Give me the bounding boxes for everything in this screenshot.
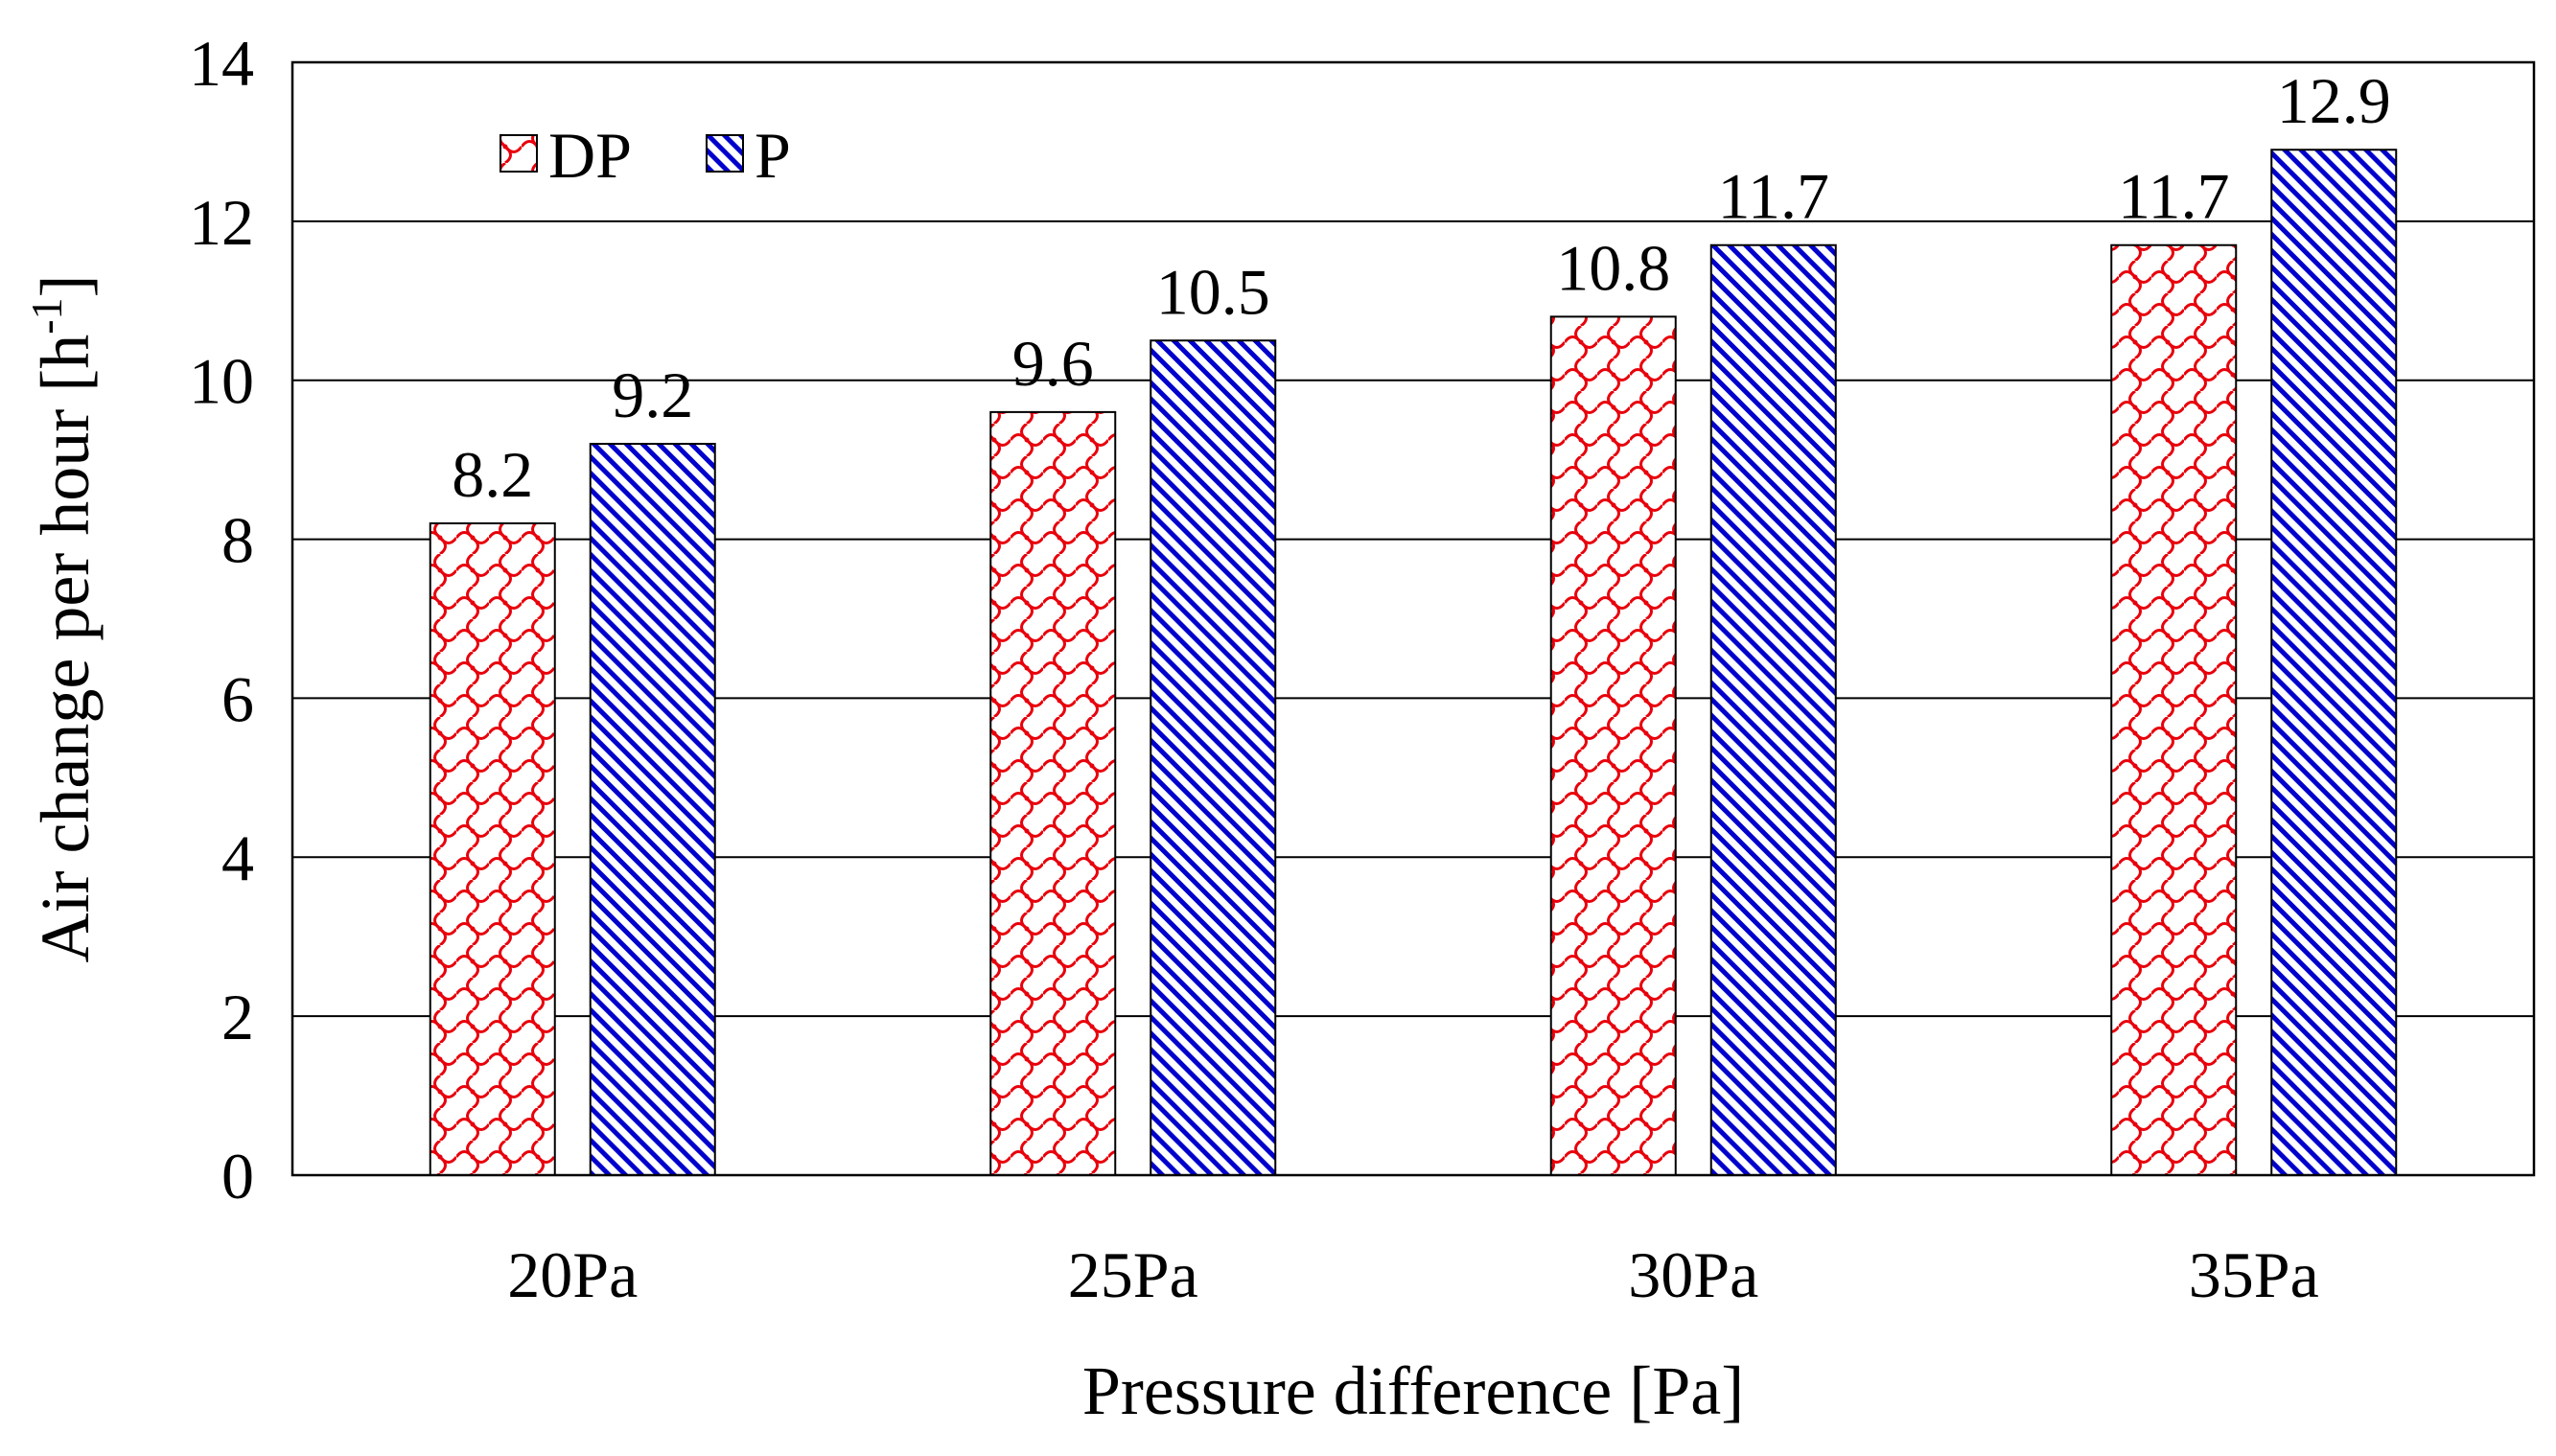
legend-swatch-p [706, 134, 744, 173]
y-tick-label: 6 [221, 662, 254, 735]
bars [429, 149, 2398, 1177]
bar-dp [429, 521, 556, 1176]
bar-p [1150, 339, 1277, 1176]
x-tick-label: 30Pa [1628, 1238, 1758, 1311]
legend-swatch-dp [500, 134, 538, 173]
y-axis-title: Air change per hour [h-1] [22, 274, 104, 962]
bar-dp [2110, 243, 2238, 1176]
data-labels: 8.2 9.2 9.6 10.5 10.8 11.7 11.7 12.9 [452, 64, 2391, 511]
data-label-dp: 10.8 [1556, 231, 1670, 304]
data-label-p: 9.2 [612, 358, 693, 431]
y-axis-title-end: ] [27, 274, 104, 297]
x-tick-labels: 20Pa 25Pa 30Pa 35Pa [507, 1238, 2319, 1311]
data-label-dp: 11.7 [2118, 160, 2229, 233]
y-tick-label: 10 [189, 345, 254, 418]
y-tick-label: 12 [189, 186, 254, 259]
y-tick-label: 0 [221, 1140, 254, 1213]
x-tick-label: 20Pa [507, 1238, 638, 1311]
bar-p [1709, 243, 1837, 1176]
data-label-dp: 9.6 [1012, 327, 1094, 400]
y-axis-title-main: Air change per hour [h [27, 335, 104, 963]
legend-label-dp: DP [548, 119, 632, 192]
bar-dp [1549, 315, 1677, 1177]
y-tick-label: 4 [221, 821, 254, 894]
legend-label-p: P [755, 119, 791, 192]
x-tick-label: 25Pa [1068, 1238, 1198, 1311]
x-axis-title: Pressure difference [Pa] [1082, 1352, 1744, 1429]
plot-area-frame [290, 60, 2536, 1177]
x-tick-label: 35Pa [2189, 1238, 2319, 1311]
data-label-p: 10.5 [1156, 255, 1270, 328]
y-tick-label: 2 [221, 981, 254, 1053]
bar-p [2270, 149, 2398, 1176]
y-tick-label: 8 [221, 504, 254, 577]
data-label-p: 11.7 [1718, 160, 1829, 233]
y-axis-title-superscript: -1 [22, 297, 71, 334]
data-label-p: 12.9 [2277, 64, 2391, 137]
bar-dp [989, 410, 1117, 1176]
y-tick-label: 14 [189, 27, 254, 100]
bar-p [589, 443, 716, 1176]
data-label-dp: 8.2 [452, 438, 533, 511]
legend: DP P [500, 119, 791, 192]
y-tick-labels: 0 2 4 6 8 10 12 14 [189, 27, 254, 1213]
